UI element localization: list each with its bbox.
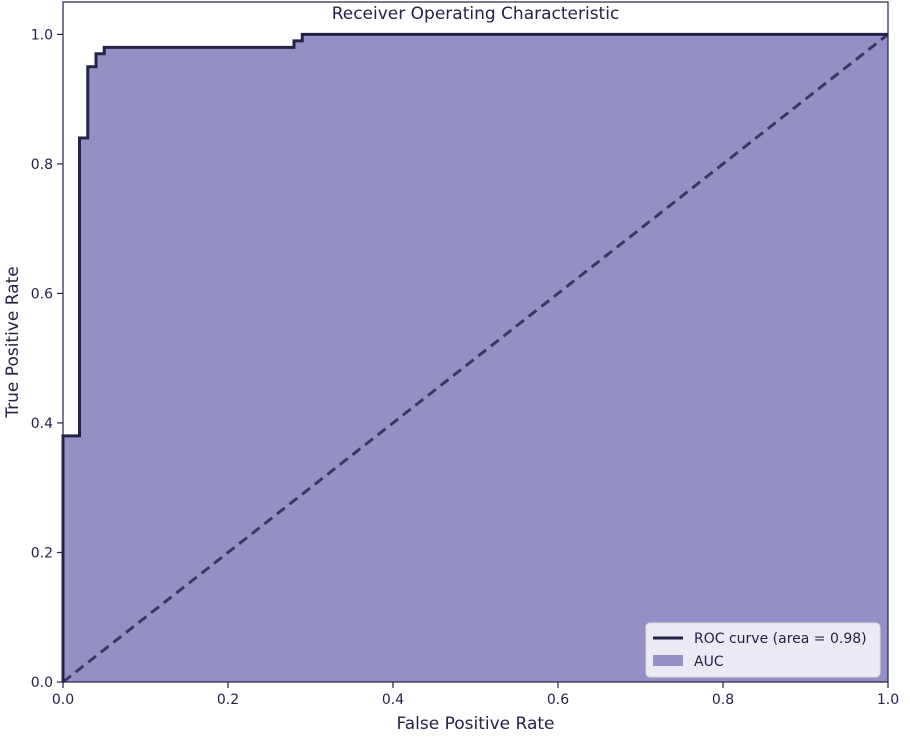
legend-auc-label: AUC [694,654,724,670]
legend-auc-swatch [653,655,683,666]
y-tick-label: 0.8 [31,157,53,173]
y-tick-label: 1.0 [31,27,53,43]
legend-roc-label: ROC curve (area = 0.98) [694,631,867,647]
y-tick-label: 0.6 [31,286,53,302]
x-tick-label: 1.0 [877,692,899,708]
y-tick-label: 0.4 [31,416,53,432]
x-tick-label: 0.4 [382,692,404,708]
plot-frame [62,1,889,683]
x-tick-label: 0.8 [712,692,734,708]
chart-title: Receiver Operating Characteristic [332,4,620,24]
x-axis-label: False Positive Rate [397,714,555,734]
roc-curve-line [61,32,888,682]
y-axis-label: True Positive Rate [3,266,23,418]
y-tick-label: 0.2 [31,545,53,561]
x-tick-label: 0.2 [217,692,239,708]
x-tick-label: 0.6 [547,692,569,708]
plot-layer [61,32,889,684]
x-tick-label: 0.0 [52,692,74,708]
legend-box [645,622,881,678]
y-tick-label: 0.0 [31,675,53,691]
axis-layer [62,1,889,683]
tick-layer: 0.0 0.2 0.4 0.6 0.8 1.0 0.0 0.2 0.4 0.6 0.8 1.0 [31,27,899,708]
legend: ROC curve (area = 0.98) AUC [645,622,881,678]
